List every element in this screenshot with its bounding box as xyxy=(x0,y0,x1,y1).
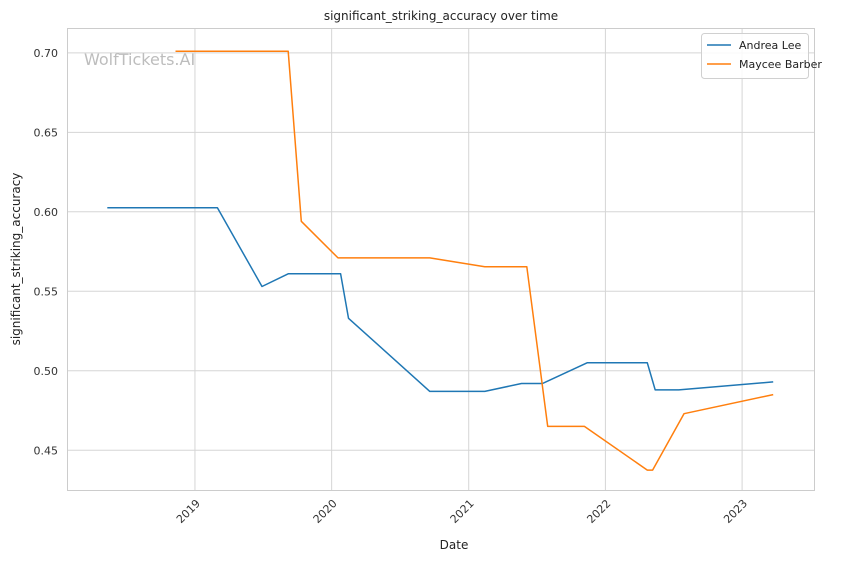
x-tick-label-2023: 2023 xyxy=(721,497,750,526)
grid xyxy=(68,29,814,490)
watermark-text: WolfTickets.AI xyxy=(84,50,195,69)
x-tick-label-2020: 2020 xyxy=(311,497,340,526)
plot-frame xyxy=(67,28,815,491)
legend: Andrea Lee Maycee Barber xyxy=(701,33,822,79)
y-tick-label-0.60: 0.60 xyxy=(34,206,59,219)
chart-title: significant_striking_accuracy over time xyxy=(324,9,558,23)
series-line-andrea-lee xyxy=(107,207,774,393)
y-tick-labels: 0.45 0.50 0.55 0.60 0.65 0.70 xyxy=(34,47,59,457)
legend-label-maycee-barber: Maycee Barber xyxy=(739,58,822,71)
x-tick-label-2019: 2019 xyxy=(174,497,203,526)
legend-label-andrea-lee: Andrea Lee xyxy=(739,39,801,52)
x-axis-label: Date xyxy=(440,538,469,552)
x-tick-labels: 2019 2020 2021 2022 2023 xyxy=(174,497,750,526)
y-tick-label-0.55: 0.55 xyxy=(34,285,59,298)
y-axis-label: significant_striking_accuracy xyxy=(9,173,23,346)
series-line-maycee-barber xyxy=(175,50,774,471)
series-lines xyxy=(107,50,774,471)
x-tick-label-2022: 2022 xyxy=(584,497,613,526)
y-tick-label-0.65: 0.65 xyxy=(34,126,59,139)
y-tick-label-0.50: 0.50 xyxy=(34,365,59,378)
x-tick-label-2021: 2021 xyxy=(448,497,477,526)
y-tick-label-0.70: 0.70 xyxy=(34,47,59,60)
y-tick-label-0.45: 0.45 xyxy=(34,444,59,457)
